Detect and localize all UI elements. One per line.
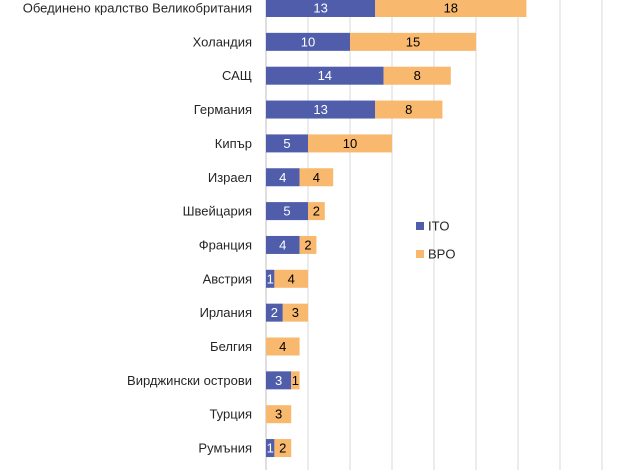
bar-bpo [274,269,308,288]
bar-bpo [308,134,392,153]
category-label: Кипър [215,136,252,151]
category-label: Обединено кралство Великобритания [23,1,252,16]
data-label: 3 [292,305,299,320]
data-label: 5 [283,136,290,151]
legend-label: BPO [428,247,455,262]
data-label: 4 [279,170,286,185]
bar-bpo [375,0,527,17]
bar-bpo [383,66,451,85]
data-label: 1 [267,271,274,286]
data-label: 4 [279,237,286,252]
data-label: 15 [406,34,420,49]
data-label: 4 [279,339,286,354]
category-label: Ирлания [200,305,252,320]
category-label: Румъния [198,441,252,456]
bar-bpo [299,168,334,187]
bar-bpo [308,202,325,221]
data-label: 5 [283,204,290,219]
category-label: Франция [199,237,252,252]
data-label: 1 [292,373,299,388]
bar-bpo [299,235,317,254]
category-label: Швейцария [183,204,252,219]
bar-bpo [266,337,300,356]
bar-bpo [282,303,308,322]
category-label: Турция [209,407,252,422]
bar-ito [266,371,292,390]
data-label: 14 [318,68,332,83]
bar-ito [266,134,308,153]
data-label: 10 [301,34,315,49]
bar-ito [266,32,350,51]
bar-ito [266,235,300,254]
bar-ito [266,202,308,221]
bar-bpo [291,371,300,390]
bar-bpo [274,439,292,458]
bar-ito [266,269,275,288]
data-label: 8 [405,102,412,117]
data-label: 3 [275,407,282,422]
data-label: 13 [313,1,327,16]
data-label: 2 [279,441,286,456]
data-label: 2 [304,237,311,252]
legend-label: ITO [428,219,449,234]
data-label: 13 [313,102,327,117]
category-label: Вирджински острови [127,373,252,388]
data-label: 18 [444,1,458,16]
data-label: 2 [271,305,278,320]
legend-swatch-ito [416,222,424,230]
data-label: 1 [267,441,274,456]
category-label: Израел [208,170,252,185]
bar-ito [266,66,384,85]
category-label: Белгия [210,339,252,354]
legend-swatch-bpo [416,250,424,258]
data-label: 2 [313,204,320,219]
data-label: 8 [414,68,421,83]
data-label: 4 [313,170,320,185]
data-label: 10 [343,136,357,151]
bar-bpo [350,32,476,51]
category-label: Холандия [193,34,252,49]
category-label: САЩ [222,68,252,83]
bar-ito [266,439,275,458]
bar-ito [266,0,376,17]
bar-bpo [375,100,443,119]
bar-ito [266,100,376,119]
category-label: Германия [194,102,252,117]
data-label: 4 [288,271,295,286]
bar-ito [266,168,300,187]
data-label: 3 [275,373,282,388]
bar-bpo [266,405,292,424]
bar-ito [266,303,283,322]
category-label: Австрия [203,271,252,286]
